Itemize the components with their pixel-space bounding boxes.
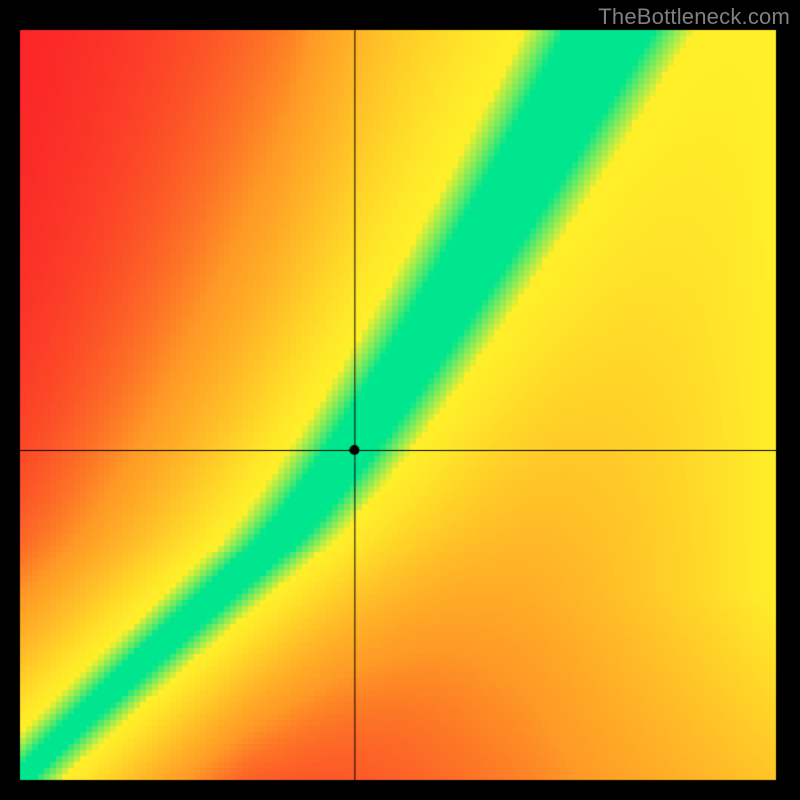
watermark-text: TheBottleneck.com	[598, 4, 790, 30]
crosshair-overlay	[0, 0, 800, 800]
chart-container: TheBottleneck.com	[0, 0, 800, 800]
